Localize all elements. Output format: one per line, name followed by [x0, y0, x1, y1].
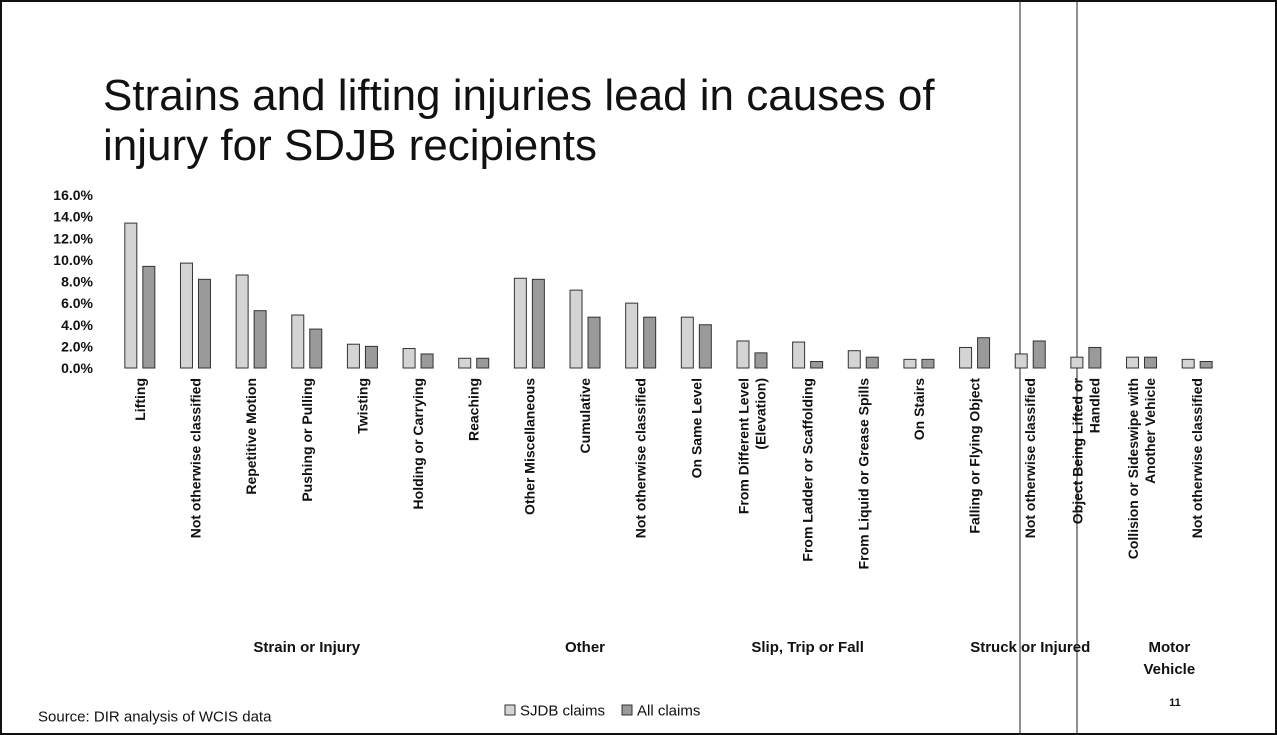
legend-label: All claims [637, 703, 700, 720]
bar [364, 345, 378, 369]
bar [531, 278, 545, 369]
x-tick-label: Not otherwise classified [187, 378, 203, 538]
x-tick-label: Not otherwise classified [633, 378, 649, 538]
bar [959, 346, 973, 369]
bar [810, 361, 824, 369]
chart-title: Strains and lifting injuries lead in cau… [103, 71, 935, 170]
x-tick-label: Object Being Lifted orHandled [1069, 377, 1102, 524]
group-label: Other [565, 639, 605, 656]
x-tick-label: Holding or Carrying [410, 378, 426, 509]
bar [476, 357, 490, 369]
y-tick-label: 2.0% [61, 338, 93, 354]
bar [458, 357, 472, 369]
y-tick-label: 4.0% [61, 317, 93, 333]
y-tick-label: 6.0% [61, 295, 93, 311]
bar [1144, 356, 1158, 369]
legend-swatch [621, 704, 633, 716]
x-tick-label: Falling or Flying Object [967, 378, 983, 534]
legend-label: SJDB claims [520, 703, 605, 720]
bar [643, 316, 657, 369]
bar [1070, 356, 1084, 369]
bar [792, 341, 806, 369]
bar [587, 316, 601, 369]
bar [1014, 353, 1028, 369]
source-note: Source: DIR analysis of WCIS data [38, 709, 272, 726]
x-tick-label: Collision or Sideswipe withAnother Vehic… [1125, 378, 1158, 559]
bar [1199, 361, 1213, 369]
y-tick-label: 16.0% [53, 187, 93, 203]
x-tick-label: From Ladder or Scaffolding [800, 378, 816, 562]
bar [1032, 340, 1046, 369]
bar [291, 314, 305, 369]
bar [402, 348, 416, 369]
x-tick-label: Lifting [132, 378, 148, 421]
page-number: 11 [1169, 697, 1181, 709]
x-tick-label: Other Miscellaneous [521, 378, 537, 515]
bar [754, 352, 768, 369]
x-tick-label: Twisting [354, 378, 370, 434]
y-tick-label: 0.0% [61, 360, 93, 376]
x-tick-label: On Same Level [688, 378, 704, 478]
bar [179, 262, 193, 369]
x-tick-label: Cumulative [577, 378, 593, 454]
x-tick-label: Reaching [466, 378, 482, 441]
bar [1126, 356, 1140, 369]
y-tick-label: 10.0% [53, 252, 93, 268]
x-tick-label: Not otherwise classified [1022, 378, 1038, 538]
bar [903, 358, 917, 369]
bar [736, 340, 750, 369]
x-tick-label: Not otherwise classified [1189, 378, 1205, 538]
bar [680, 316, 694, 369]
bar [1088, 346, 1102, 369]
bar [253, 310, 267, 369]
bar [921, 358, 935, 369]
bar [346, 343, 360, 369]
bar [1181, 358, 1195, 369]
legend-swatch [504, 704, 516, 716]
bar [235, 274, 249, 369]
bar [569, 289, 583, 369]
bar [513, 277, 527, 369]
x-tick-label: Pushing or Pulling [299, 378, 315, 502]
group-label: Struck or Injured [970, 639, 1090, 656]
bar [420, 353, 434, 369]
bar [309, 328, 323, 369]
bar [142, 265, 156, 369]
group-label: Motor Vehicle [1143, 639, 1195, 678]
bar [865, 356, 879, 369]
bar [847, 350, 861, 369]
bar [698, 324, 712, 369]
bar [124, 222, 138, 369]
y-tick-label: 8.0% [61, 274, 93, 290]
y-tick-label: 14.0% [53, 209, 93, 225]
y-tick-label: 12.0% [53, 230, 93, 246]
x-tick-label: On Stairs [911, 378, 927, 440]
bar [625, 302, 639, 369]
group-label: Slip, Trip or Fall [751, 639, 864, 656]
group-label: Strain or Injury [253, 639, 360, 656]
x-tick-label: From Different Level(Elevation) [735, 378, 768, 514]
bar [197, 278, 211, 369]
x-tick-label: Repetitive Motion [243, 378, 259, 495]
x-tick-label: From Liquid or Grease Spills [855, 378, 871, 570]
bar [977, 337, 991, 369]
